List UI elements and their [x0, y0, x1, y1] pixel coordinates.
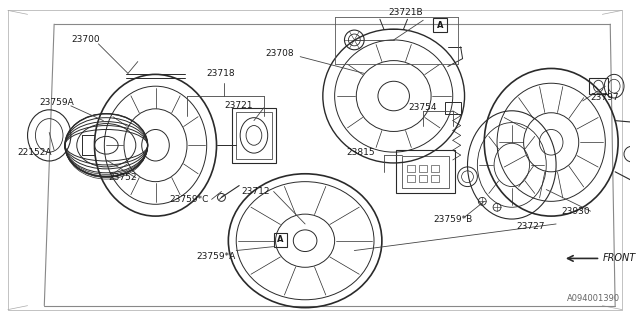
Bar	[431, 165, 439, 172]
Text: 23759*A: 23759*A	[197, 252, 236, 261]
Text: 23721B: 23721B	[388, 8, 424, 17]
Text: 23727: 23727	[516, 222, 545, 231]
Text: 23759*B: 23759*B	[433, 214, 472, 224]
Text: A: A	[436, 21, 444, 30]
Bar	[232, 108, 276, 163]
Text: 23815: 23815	[346, 148, 375, 156]
Bar	[408, 165, 415, 172]
Text: A: A	[277, 235, 284, 244]
Bar	[589, 78, 608, 94]
Text: 23754: 23754	[408, 103, 437, 112]
Text: 23712: 23712	[241, 187, 269, 196]
Bar	[433, 18, 447, 32]
Text: 23718: 23718	[207, 69, 236, 78]
Bar	[431, 175, 439, 182]
Bar	[445, 102, 461, 114]
Bar	[401, 156, 449, 188]
Bar	[274, 233, 287, 247]
Text: 23752: 23752	[108, 173, 137, 182]
Text: 22152A: 22152A	[18, 148, 52, 156]
Text: 23708: 23708	[266, 49, 294, 58]
Text: 23930: 23930	[561, 207, 589, 216]
Text: FRONT: FRONT	[602, 253, 636, 263]
Text: 23700: 23700	[71, 36, 99, 44]
Bar	[408, 175, 415, 182]
Bar	[419, 175, 427, 182]
Bar	[419, 165, 427, 172]
Text: A094001390: A094001390	[567, 294, 620, 303]
Text: 23759A: 23759A	[40, 99, 74, 108]
Bar	[396, 150, 454, 194]
Text: 23759*C: 23759*C	[170, 195, 209, 204]
Bar	[236, 112, 271, 159]
Text: 23797: 23797	[591, 93, 619, 102]
Text: 23721: 23721	[225, 101, 253, 110]
